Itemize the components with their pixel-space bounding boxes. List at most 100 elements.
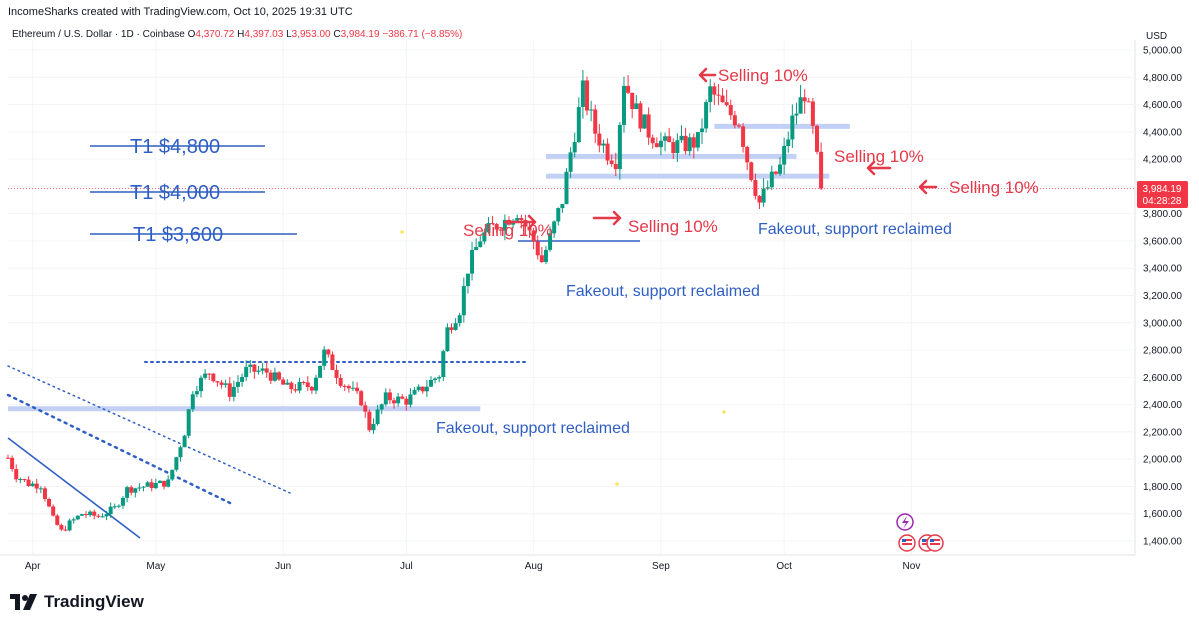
candle-body — [6, 457, 10, 459]
candle-up — [428, 376, 433, 388]
support-bands — [8, 123, 850, 412]
price-tick-label: 4,800.00 — [1143, 73, 1182, 84]
fakeout-label-sep: Fakeout, support reclaimed — [758, 221, 952, 238]
candle-down — [712, 82, 717, 105]
candle-down — [211, 373, 216, 383]
candle-up — [186, 408, 191, 439]
selling-arrow-icon — [866, 160, 892, 176]
candle-body — [223, 383, 228, 385]
marker-dot — [722, 410, 726, 414]
selling-annotations: Selling 10% Selling 10% Selling 10% Sell… — [463, 66, 1039, 240]
candle-up — [157, 479, 162, 484]
price-axis[interactable]: 1,400.00 1,600.00 1,800.00 2,000.00 2,200.00… — [1143, 46, 1182, 548]
candle-body — [59, 524, 64, 530]
candle-up — [71, 517, 76, 524]
candle-up — [601, 139, 606, 153]
currency-label[interactable]: USD — [1146, 31, 1168, 42]
candle-body — [601, 143, 606, 146]
candle-down — [207, 373, 212, 380]
event-lightning-icon[interactable] — [896, 513, 914, 531]
candle-body — [597, 133, 602, 146]
candle-up — [104, 510, 109, 521]
candle-down — [6, 454, 10, 459]
candle-down — [400, 394, 405, 400]
falling-trendline — [7, 437, 141, 539]
candle-down — [724, 89, 729, 107]
candle-up — [695, 132, 700, 152]
candle-down — [716, 84, 721, 106]
candle-body — [157, 480, 162, 484]
candle-down — [281, 377, 286, 385]
candle-body — [539, 255, 544, 263]
fakeout-label-june: Fakeout, support reclaimed — [436, 420, 630, 437]
candle-down — [732, 110, 737, 129]
candle-down — [289, 381, 294, 394]
candle-body — [765, 187, 770, 189]
candle-body — [285, 382, 290, 385]
candle-down — [363, 401, 368, 418]
candle-body — [617, 124, 622, 170]
marker-dot — [615, 482, 619, 486]
candle-body — [125, 487, 130, 498]
candle-up — [371, 418, 376, 434]
time-axis[interactable]: Apr May Jun Jul Aug Sep Oct Nov — [25, 561, 920, 572]
candle-body — [96, 515, 101, 517]
price-tick-label: 4,600.00 — [1143, 100, 1182, 111]
candle-body — [695, 132, 700, 148]
candle-down — [26, 476, 31, 487]
candle-body — [609, 160, 614, 164]
candle-body — [392, 400, 397, 404]
candle-body — [367, 411, 372, 431]
candle-up — [297, 377, 302, 394]
candle-body — [14, 469, 19, 480]
selling-arrow-icon — [592, 210, 622, 226]
price-tick-label: 2,800.00 — [1143, 346, 1182, 357]
price-tick-label: 3,800.00 — [1143, 209, 1182, 220]
price-tick-label: 3,600.00 — [1143, 236, 1182, 247]
candle-body — [112, 506, 117, 508]
candle-down — [802, 89, 807, 114]
candle-body — [313, 377, 318, 391]
candle-up — [572, 132, 577, 158]
candle-up — [412, 387, 417, 396]
candle-body — [708, 86, 713, 103]
tradingview-brand[interactable]: TradingView — [10, 592, 144, 612]
last-price-badge[interactable]: 3,984.19 04:28:28 — [1137, 181, 1188, 208]
candle-body — [383, 392, 388, 405]
candle-up — [137, 483, 142, 492]
candle-up — [256, 365, 261, 375]
symbol-name[interactable]: Ethereum / U.S. Dollar · 1D · Coinbase — [12, 29, 185, 40]
selling-label-sep: Selling 10% — [834, 147, 924, 166]
candle-body — [346, 386, 351, 389]
economic-event-flag-icon[interactable] — [898, 534, 916, 552]
candle-up — [166, 475, 171, 488]
candle-body — [806, 101, 811, 103]
price-tick-label: 3,200.00 — [1143, 291, 1182, 302]
candle-up — [182, 434, 187, 448]
candle-body — [182, 435, 187, 448]
candle-body — [231, 386, 236, 397]
candle-down — [638, 101, 643, 133]
candle-up — [465, 273, 470, 294]
candle-body — [153, 483, 158, 489]
candle-up — [769, 165, 774, 190]
candle-up — [478, 235, 483, 248]
candle-up — [634, 95, 639, 110]
candle-up — [580, 70, 585, 119]
candle-body — [814, 125, 819, 152]
candle-up — [502, 214, 507, 241]
candle-down — [305, 376, 310, 391]
candle-body — [416, 386, 421, 391]
candle-body — [215, 381, 220, 383]
candle-body — [794, 113, 799, 116]
candle-down — [219, 379, 224, 389]
candle-body — [55, 515, 60, 525]
countdown-value: 04:28:28 — [1143, 196, 1182, 207]
candle-up — [560, 204, 565, 213]
candle-body — [428, 380, 433, 387]
candle-down — [720, 88, 725, 103]
close-value: 3,984.19 — [340, 29, 380, 40]
candle-body — [178, 447, 183, 458]
economic-event-flag-icon[interactable] — [926, 534, 944, 552]
